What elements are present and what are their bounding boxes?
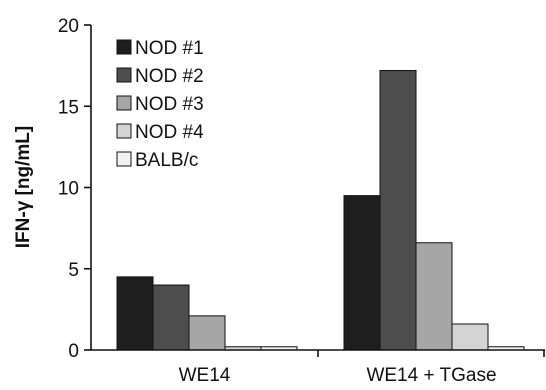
y-axis-label: IFN-γ [ng/mL] xyxy=(13,126,34,248)
bar-nod-4-2 xyxy=(451,323,489,351)
y-tick-label: 20 xyxy=(58,16,79,37)
legend-label: NOD #1 xyxy=(135,38,204,59)
bar-nod-2-1 xyxy=(152,284,190,351)
legend-swatch xyxy=(116,39,132,55)
legend-label: NOD #2 xyxy=(135,66,204,87)
legend-swatch xyxy=(116,151,132,167)
y-tick-label: 15 xyxy=(58,97,79,118)
y-tick-label: 5 xyxy=(68,260,79,281)
x-category-label: WE14 xyxy=(179,365,231,386)
x-category-label: WE14 + TGase xyxy=(366,365,496,386)
legend-label: NOD #3 xyxy=(135,94,204,115)
bar-nod-1-1 xyxy=(116,276,154,351)
legend-label: NOD #4 xyxy=(135,122,204,143)
bar-nod-3-1 xyxy=(188,315,226,351)
y-tick-label: 10 xyxy=(58,179,79,200)
legend-swatch xyxy=(116,95,132,111)
plot-area xyxy=(116,70,525,351)
y-tick-label: 0 xyxy=(68,341,79,362)
bar-nod-2-2 xyxy=(379,70,417,351)
bar-nod-1-2 xyxy=(343,195,381,351)
legend-swatch xyxy=(116,123,132,139)
axes: 0 5 10 15 20 WE14 WE14 + TGase xyxy=(58,16,545,386)
legend-swatch xyxy=(116,67,132,83)
bar-nod-3-2 xyxy=(415,242,453,351)
legend: NOD #1 NOD #2 NOD #3 NOD #4 BALB/c xyxy=(116,38,204,171)
legend-label: BALB/c xyxy=(135,150,198,171)
